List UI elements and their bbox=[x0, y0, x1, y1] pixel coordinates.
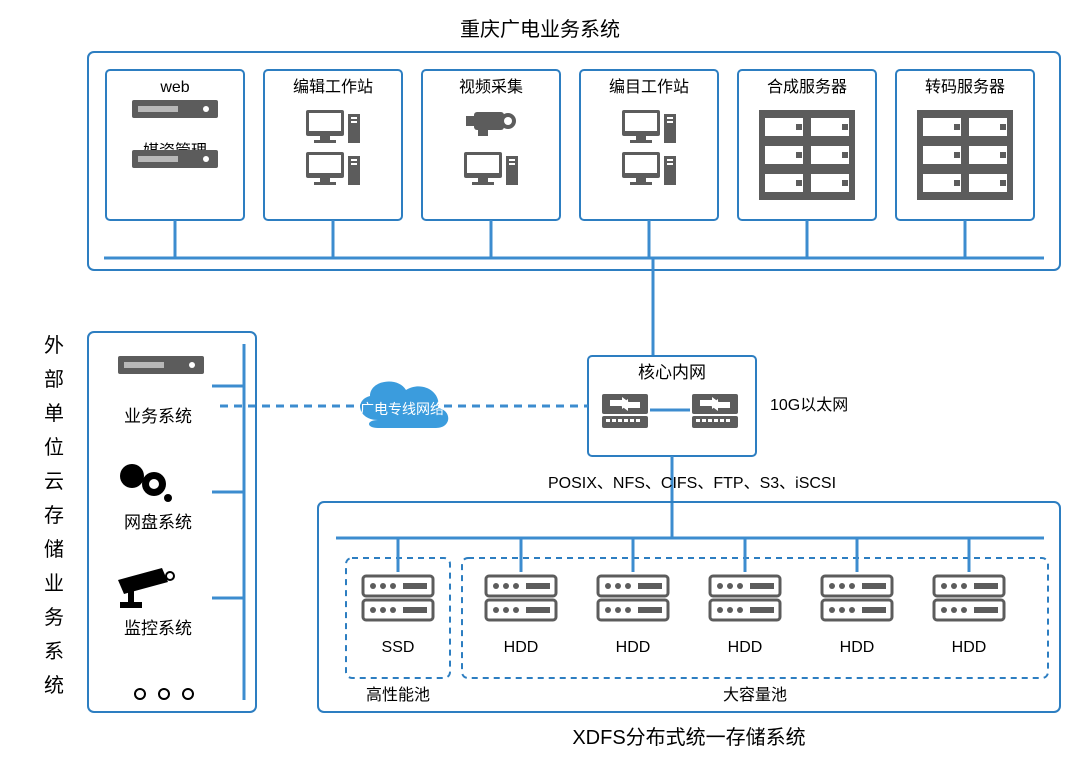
storage-label: HDD bbox=[616, 639, 651, 656]
storage-label: HDD bbox=[840, 639, 875, 656]
top-box: 编辑工作站 bbox=[264, 70, 402, 220]
top-box-label: 转码服务器 bbox=[925, 78, 1005, 96]
left-title-char: 部 bbox=[44, 368, 64, 391]
left-title-char: 位 bbox=[44, 436, 64, 459]
storage-label: HDD bbox=[952, 639, 987, 656]
top-box: 视频采集 bbox=[422, 70, 560, 220]
storage-icon bbox=[363, 576, 433, 620]
xdfs-frame bbox=[318, 502, 1060, 712]
left-item-label: 监控系统 bbox=[124, 619, 192, 638]
web-server-icon bbox=[132, 100, 218, 168]
cloud-label: 广电专线网络 bbox=[360, 401, 444, 417]
left-title-char: 外 bbox=[44, 334, 64, 357]
rack-drives-icon bbox=[917, 110, 1013, 200]
top-box-label: web bbox=[159, 79, 189, 96]
left-title-char: 统 bbox=[44, 674, 64, 697]
hdd-pool-title: 大容量池 bbox=[723, 686, 787, 704]
switch-icon bbox=[602, 394, 648, 428]
top-box-label: 编目工作站 bbox=[609, 78, 689, 96]
storage-label: HDD bbox=[728, 639, 763, 656]
left-title-char: 单 bbox=[44, 402, 64, 425]
storage-icon bbox=[598, 576, 668, 620]
camera-workstation-icon bbox=[464, 112, 518, 185]
top-boxes: web媒资管理 编辑工作站 视频采集 编目工作站 合成服务器 转码服务器 bbox=[106, 70, 1034, 258]
left-title-char: 系 bbox=[44, 640, 64, 663]
cctv-icon bbox=[118, 568, 174, 608]
netdisk-icon bbox=[120, 464, 172, 502]
xdfs-title: XDFS分布式统一存储系统 bbox=[572, 726, 805, 749]
left-items: 业务系统网盘系统监控系统 bbox=[118, 356, 244, 638]
left-title-char: 务 bbox=[44, 606, 64, 629]
workstation-double-icon bbox=[306, 110, 360, 185]
ssd-pool-title: 高性能池 bbox=[366, 686, 430, 704]
storage-icon bbox=[710, 576, 780, 620]
storage-icon bbox=[934, 576, 1004, 620]
storage-icon bbox=[486, 576, 556, 620]
switch-icon bbox=[692, 394, 738, 428]
left-title-char: 存 bbox=[44, 504, 64, 527]
top-box: 合成服务器 bbox=[738, 70, 876, 220]
cloud-icon: 广电专线网络 bbox=[360, 381, 448, 428]
storage-label: HDD bbox=[504, 639, 539, 656]
left-item-label: 业务系统 bbox=[124, 407, 192, 426]
core-title: 核心内网 bbox=[638, 363, 706, 382]
workstation-double-icon bbox=[622, 110, 676, 185]
top-box: 编目工作站 bbox=[580, 70, 718, 220]
left-item: 业务系统 bbox=[118, 356, 204, 426]
rack-drives-icon bbox=[759, 110, 855, 200]
top-group-frame bbox=[88, 52, 1060, 270]
left-item: 监控系统 bbox=[118, 568, 192, 638]
top-box: web媒资管理 bbox=[106, 70, 244, 220]
core-side-label: 10G以太网 bbox=[770, 396, 848, 414]
top-box: 转码服务器 bbox=[896, 70, 1034, 220]
left-title-char: 云 bbox=[44, 471, 64, 493]
left-item: 网盘系统 bbox=[120, 464, 192, 532]
top-box-label: 合成服务器 bbox=[767, 78, 847, 96]
left-title: 外部单位云存储业务系统 bbox=[44, 334, 64, 697]
core-box: 核心内网 bbox=[588, 356, 756, 456]
storage-label: SSD bbox=[382, 639, 415, 656]
storage-nodes: SSD HDD HDD HDD HDD HDD bbox=[363, 538, 1004, 656]
top-box-label: 视频采集 bbox=[459, 78, 523, 96]
title-top: 重庆广电业务系统 bbox=[460, 18, 620, 41]
left-title-char: 储 bbox=[44, 538, 64, 561]
left-item-label: 网盘系统 bbox=[124, 513, 192, 532]
top-box-label: 编辑工作站 bbox=[293, 78, 373, 96]
left-ellipsis bbox=[135, 689, 193, 699]
storage-icon bbox=[822, 576, 892, 620]
left-title-char: 业 bbox=[44, 572, 64, 595]
protocols-label: POSIX、NFS、CIFS、FTP、S3、iSCSI bbox=[548, 475, 836, 492]
server-bar-icon bbox=[118, 356, 204, 374]
